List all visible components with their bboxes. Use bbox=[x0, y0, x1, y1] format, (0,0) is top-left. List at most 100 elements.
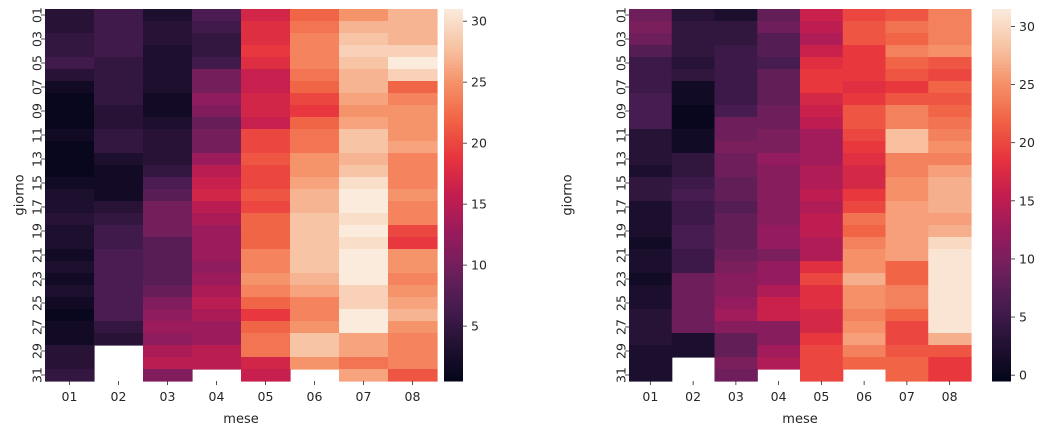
heatmap-cell-r20-c1 bbox=[45, 237, 95, 250]
heatmap-cell-r14-c7 bbox=[885, 165, 929, 178]
heatmap-cell-r25-c3 bbox=[714, 297, 758, 310]
heatmap-cell-r20-c3 bbox=[714, 237, 758, 250]
heatmap-cell-r24-c7 bbox=[885, 285, 929, 298]
heatmap-cell-r8-c4 bbox=[757, 93, 801, 106]
heatmap-cell-r18-c2 bbox=[94, 213, 144, 226]
heatmap-cell-r7-c7 bbox=[885, 81, 929, 94]
heatmap-cell-r23-c4 bbox=[192, 273, 242, 286]
colorbar-segment bbox=[444, 328, 463, 332]
colorbar-segment bbox=[444, 306, 463, 311]
colorbar-segment bbox=[444, 9, 463, 13]
heatmap-cell-r3-c6 bbox=[842, 33, 887, 46]
colorbar-segment bbox=[992, 328, 1011, 332]
heatmap-cell-r11-c4 bbox=[757, 129, 801, 142]
colorbar-segment bbox=[992, 52, 1011, 56]
colorbar-segment bbox=[444, 337, 463, 342]
heatmap-cell-r8-c6 bbox=[842, 93, 887, 106]
heatmap-cell-r29-c7 bbox=[339, 345, 389, 358]
heatmap-cell-r6-c8 bbox=[388, 69, 438, 82]
y-tick-label-13: 13 bbox=[30, 151, 45, 167]
heatmap-cell-r5-c6 bbox=[842, 57, 887, 70]
colorbar-segment bbox=[444, 182, 463, 187]
colorbar-segment bbox=[444, 226, 463, 230]
heatmap-cell-r6-c2 bbox=[94, 69, 144, 82]
colorbar-segment bbox=[992, 30, 1011, 35]
colorbar: 5 10 15 20 25 30 bbox=[444, 9, 487, 382]
heatmap-cell-r6-c1 bbox=[45, 69, 95, 82]
heatmap-cell-r23-c6 bbox=[290, 273, 340, 286]
heatmap-cell-r12-c5 bbox=[800, 141, 844, 154]
colorbar-segment bbox=[992, 229, 1011, 233]
heatmap-cell-r17-c1 bbox=[629, 201, 673, 214]
heatmap-cell-r14-c3 bbox=[143, 165, 193, 178]
heatmap-cell-r17-c1 bbox=[45, 201, 95, 214]
heatmap-cell-r12-c4 bbox=[192, 141, 242, 154]
heatmap-cell-r18-c6 bbox=[842, 213, 887, 226]
colorbar-segment bbox=[992, 275, 1011, 280]
colorbar-segment bbox=[444, 21, 463, 25]
heatmap-cell-r24-c2 bbox=[671, 285, 716, 298]
colorbar-segment bbox=[444, 142, 463, 146]
heatmap-cell-r18-c1 bbox=[45, 213, 95, 226]
heatmap-cell-r3-c5 bbox=[241, 33, 291, 46]
colorbar-segment bbox=[444, 207, 463, 211]
heatmap-cell-r8-c7 bbox=[885, 93, 929, 106]
y-tick-label-09: 09 bbox=[614, 103, 629, 119]
heatmap-cell-r2-c1 bbox=[629, 21, 673, 34]
heatmap-cell-r29-c3 bbox=[714, 345, 758, 358]
heatmap-cell-r30-c3 bbox=[714, 357, 758, 370]
heatmap-cell-r3-c2 bbox=[94, 33, 144, 46]
colorbar-segment bbox=[444, 201, 463, 205]
colorbar-segment bbox=[444, 365, 463, 370]
heatmap-cell-r16-c4 bbox=[192, 189, 242, 202]
heatmap-cell-r26-c3 bbox=[714, 309, 758, 322]
colorbar-tick-label-15: 15 bbox=[471, 197, 487, 212]
colorbar-segment bbox=[444, 303, 463, 308]
colorbar-segment bbox=[992, 350, 1011, 354]
colorbar-segment bbox=[992, 21, 1011, 25]
heatmap-cell-r24-c3 bbox=[714, 285, 758, 298]
x-tick-label-08: 08 bbox=[942, 389, 958, 404]
heatmap-cell-r28-c5 bbox=[241, 333, 291, 346]
heatmap-cell-r21-c6 bbox=[290, 249, 340, 262]
heatmap-cell-r21-c4 bbox=[757, 249, 801, 262]
heatmap-cell-r2-c7 bbox=[339, 21, 389, 34]
heatmap-cell-r31-c7 bbox=[885, 369, 929, 382]
colorbar-segment bbox=[444, 86, 463, 91]
colorbar-segment bbox=[992, 263, 1011, 267]
heatmap-cell-r27-c2 bbox=[94, 321, 144, 334]
heatmap-cell-r27-c8 bbox=[928, 321, 972, 334]
heatmap-cell-r29-c1 bbox=[45, 345, 95, 358]
colorbar-segment bbox=[992, 98, 1011, 103]
colorbar-segment bbox=[992, 167, 1011, 171]
colorbar-segment bbox=[444, 195, 463, 199]
heatmap-cell-r2-c8 bbox=[928, 21, 972, 34]
heatmap-cell-r20-c4 bbox=[757, 237, 801, 250]
x-tick-label-01: 01 bbox=[62, 389, 78, 404]
heatmap-cell-r14-c6 bbox=[290, 165, 340, 178]
heatmap-cell-r24-c1 bbox=[629, 285, 673, 298]
heatmap-cell-r3-c7 bbox=[885, 33, 929, 46]
heatmap-cell-r19-c6 bbox=[842, 225, 887, 238]
colorbar-tick-label-25: 25 bbox=[1019, 77, 1035, 92]
heatmap-cell-r17-c2 bbox=[671, 201, 716, 214]
heatmap-cell-r17-c4 bbox=[757, 201, 801, 214]
colorbar-segment bbox=[992, 288, 1011, 292]
colorbar-segment bbox=[992, 71, 1011, 75]
heatmap-cell-r10-c3 bbox=[143, 117, 193, 130]
heatmap-cell-r12-c3 bbox=[143, 141, 193, 154]
heatmap-cell-r18-c2 bbox=[671, 213, 716, 226]
y-tick-label-29: 29 bbox=[30, 343, 45, 359]
heatmap-cell-r25-c8 bbox=[928, 297, 972, 310]
heatmap-cell-r19-c7 bbox=[339, 225, 389, 238]
colorbar-segment bbox=[444, 117, 463, 122]
heatmap-cell-r5-c6 bbox=[290, 57, 340, 70]
colorbar-segment bbox=[444, 40, 463, 44]
colorbar-segment bbox=[992, 12, 1011, 16]
colorbar-segment bbox=[444, 167, 463, 171]
heatmap-cell-r16-c6 bbox=[290, 189, 340, 202]
heatmap-cell-r25-c4 bbox=[757, 297, 801, 310]
x-tick-label-03: 03 bbox=[160, 389, 176, 404]
colorbar-segment bbox=[444, 260, 463, 264]
heatmap-cell-r19-c1 bbox=[629, 225, 673, 238]
